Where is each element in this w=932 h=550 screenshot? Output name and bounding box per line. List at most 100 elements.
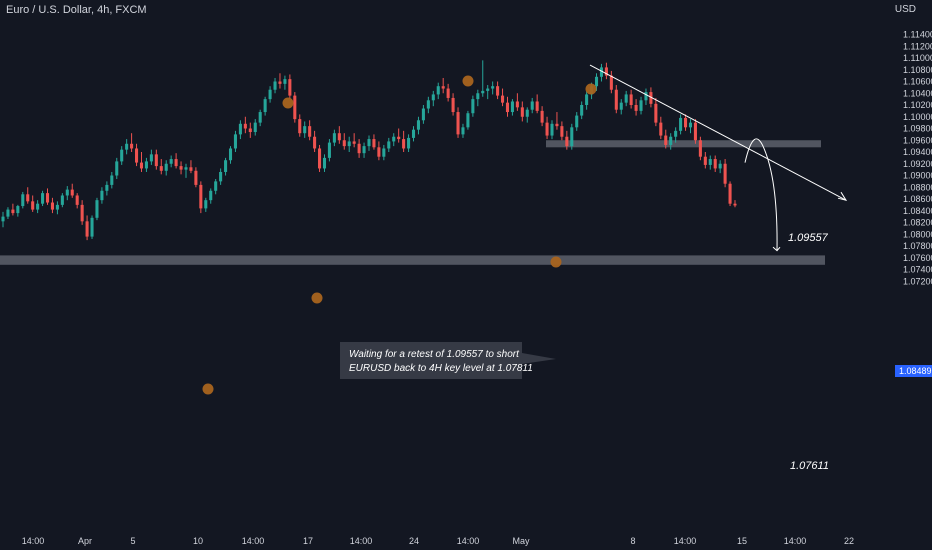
- x-tick-label: Apr: [78, 536, 92, 546]
- x-tick-label: 17: [303, 536, 313, 546]
- candle: [456, 107, 460, 138]
- symbol-title: Euro / U.S. Dollar, 4h, FXCM: [6, 4, 147, 16]
- candle: [278, 73, 282, 89]
- candle-body: [50, 202, 54, 210]
- time-axis[interactable]: 14:00 Apr 5 10 14:00 17 14:00 24 14:00 May 8 14:00 1…: [22, 536, 854, 546]
- candle-body: [501, 95, 505, 103]
- candle: [446, 83, 450, 102]
- candle: [332, 129, 336, 147]
- candle-body: [45, 193, 50, 203]
- candle: [698, 136, 702, 161]
- candle-body: [570, 127, 574, 147]
- candle: [575, 112, 579, 131]
- candle: [342, 133, 346, 150]
- candle: [100, 187, 104, 204]
- candle: [248, 122, 252, 138]
- candle: [669, 133, 673, 150]
- x-tick-label: 5: [130, 536, 135, 546]
- candle: [550, 120, 554, 140]
- candle: [604, 62, 608, 80]
- candle: [367, 135, 371, 151]
- candle: [135, 143, 139, 167]
- candle-body: [105, 184, 109, 191]
- candle: [614, 85, 618, 114]
- candle: [471, 95, 475, 117]
- candle: [322, 154, 327, 172]
- candle-body: [65, 189, 69, 196]
- candle-body: [649, 92, 653, 104]
- candle: [545, 116, 549, 140]
- swing-marker: [585, 83, 597, 95]
- candle-body: [679, 117, 683, 131]
- candle: [619, 99, 623, 115]
- candle: [362, 142, 366, 158]
- candle: [337, 126, 341, 144]
- candle-body: [476, 93, 480, 100]
- candle: [199, 181, 203, 214]
- candle: [283, 75, 287, 90]
- projected-path-arrow: [744, 138, 778, 251]
- candle: [723, 159, 727, 188]
- candle-body: [466, 113, 470, 128]
- candle: [347, 136, 351, 152]
- trendline-arrowhead: [837, 191, 848, 201]
- candle-body: [36, 203, 40, 210]
- y-tick-label: 1.09800: [903, 124, 932, 134]
- candle: [703, 152, 707, 169]
- y-tick-label: 1.09400: [903, 147, 932, 157]
- candle: [105, 181, 109, 196]
- candle-body: [144, 161, 148, 169]
- candle-body: [693, 122, 697, 141]
- candle: [713, 155, 717, 172]
- candle: [634, 99, 638, 116]
- candle: [273, 77, 277, 94]
- candle: [313, 130, 317, 152]
- x-tick-label: 22: [844, 536, 854, 546]
- candle-body: [397, 136, 401, 140]
- candle: [688, 119, 693, 134]
- x-tick-label: 14:00: [22, 536, 45, 546]
- candle-body: [367, 139, 371, 147]
- analysis-callout[interactable]: Waiting for a retest of 1.09557 to short…: [340, 342, 556, 379]
- swing-marker: [550, 256, 562, 268]
- candle-body: [55, 204, 59, 210]
- candle: [476, 89, 480, 107]
- x-tick-label: 14:00: [784, 536, 807, 546]
- candle: [426, 96, 430, 114]
- candle-body: [728, 183, 732, 204]
- candle-body: [624, 94, 628, 103]
- candle-body: [510, 101, 514, 113]
- level-label-lower: 1.07611: [790, 460, 829, 472]
- candle-body: [41, 193, 45, 204]
- candle: [585, 90, 589, 110]
- candle: [515, 93, 519, 111]
- candle-body: [248, 128, 252, 133]
- candle-body: [441, 86, 445, 89]
- candle-body: [243, 123, 247, 129]
- candle: [298, 114, 302, 137]
- candle: [1, 211, 5, 228]
- candle: [510, 99, 514, 116]
- candle-body: [164, 163, 168, 171]
- candle: [594, 73, 599, 91]
- candle: [461, 123, 465, 138]
- candle: [303, 121, 307, 138]
- x-tick-label: 8: [630, 536, 635, 546]
- candle: [120, 146, 124, 165]
- candle: [664, 129, 668, 149]
- candle-body: [614, 89, 618, 110]
- candle-body: [60, 195, 64, 205]
- candle-body: [481, 90, 485, 94]
- candle: [189, 160, 193, 174]
- candle-body: [362, 146, 366, 154]
- candle: [55, 201, 59, 215]
- candle-body: [496, 86, 500, 96]
- candle-body: [70, 189, 74, 196]
- candle: [466, 110, 470, 130]
- svg-text:1.08489: 1.08489: [899, 366, 932, 376]
- y-tick-label: 1.07400: [903, 265, 932, 275]
- candle: [308, 120, 312, 141]
- candle-body: [233, 134, 237, 149]
